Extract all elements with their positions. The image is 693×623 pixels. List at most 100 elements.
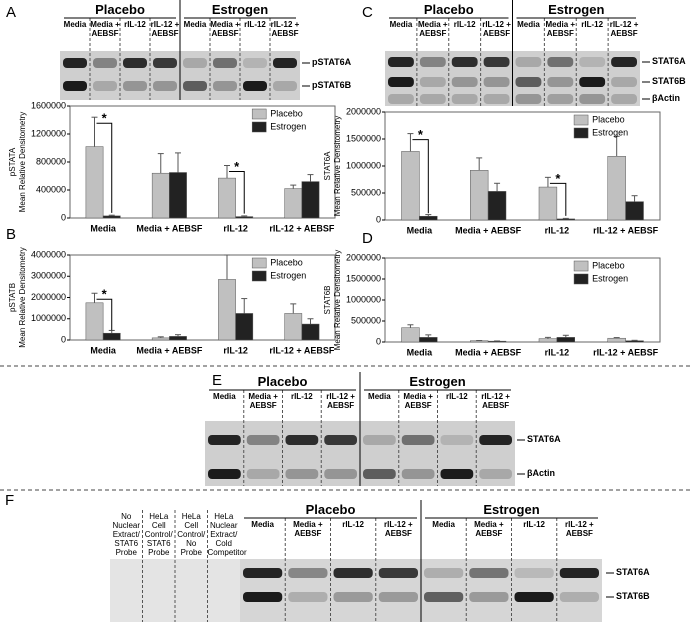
- bar: [102, 215, 121, 219]
- band: [153, 81, 177, 91]
- bar: [85, 302, 104, 341]
- band: [93, 81, 117, 91]
- lane-label: Media + AEBSF: [418, 20, 448, 38]
- band: [451, 77, 478, 87]
- band: [479, 469, 512, 479]
- band: [515, 94, 542, 104]
- y-axis-label: Mean Relative Densitometry: [18, 247, 27, 347]
- legend-label: Estrogen: [270, 270, 306, 280]
- y-tick-label: 0: [61, 334, 66, 344]
- band: [424, 592, 464, 602]
- x-tick-label: Media + AEBSF: [136, 223, 202, 233]
- y-tick-label: 2000000: [346, 252, 381, 262]
- y-tick-label: 1000000: [346, 294, 381, 304]
- y-tick-label: 1000000: [346, 160, 381, 170]
- band: [483, 77, 510, 87]
- panel-label: D: [362, 230, 373, 247]
- band: [246, 469, 280, 479]
- band: [324, 469, 357, 479]
- y-tick-label: 1500000: [346, 133, 381, 143]
- band: [547, 77, 574, 87]
- annotation: *: [102, 287, 108, 302]
- y-tick-label: 2000000: [31, 292, 66, 302]
- band: [547, 57, 574, 67]
- lane-label: rIL-12 + AEBSF: [384, 520, 413, 538]
- lane-label: Media + AEBSF: [210, 20, 240, 38]
- band: [419, 94, 446, 104]
- y-tick-label: 0: [61, 212, 66, 222]
- x-tick-label: rIL-12 + AEBSF: [269, 345, 334, 355]
- annotation: *: [555, 171, 561, 186]
- band: [123, 58, 147, 68]
- lane-label: Media: [183, 20, 207, 29]
- x-tick-label: rIL-12 + AEBSF: [593, 347, 658, 357]
- band: [288, 568, 328, 578]
- marker-label: pSTAT6B: [312, 80, 352, 90]
- band: [388, 77, 414, 87]
- lane-label: Media + AEBSF: [474, 520, 504, 538]
- band: [547, 94, 574, 104]
- band: [378, 568, 418, 578]
- x-tick-label: rIL-12 + AEBSF: [269, 223, 334, 233]
- bar: [218, 279, 236, 341]
- x-tick-label: Media: [407, 347, 434, 357]
- significance-bracket: [96, 298, 113, 331]
- band: [243, 81, 267, 91]
- legend-swatch: [251, 121, 267, 133]
- band: [419, 77, 446, 87]
- band: [208, 469, 241, 479]
- y-axis-label: pSTATB: [8, 283, 17, 312]
- y-axis-label: Mean Relative Densitometry: [18, 112, 27, 212]
- legend-swatch: [573, 260, 589, 272]
- band: [483, 57, 510, 67]
- band: [440, 435, 474, 445]
- bar: [401, 327, 420, 343]
- lane-label: rIL-12: [342, 520, 365, 529]
- band: [440, 469, 474, 479]
- bar: [169, 336, 187, 341]
- marker-label: STAT6A: [652, 56, 686, 66]
- y-axis-label: Mean Relative Densitometry: [333, 116, 342, 216]
- band: [123, 81, 147, 91]
- legend-swatch: [573, 114, 589, 126]
- band: [515, 77, 542, 87]
- bar: [235, 313, 254, 341]
- band: [285, 469, 319, 479]
- y-tick-label: 3000000: [31, 271, 66, 281]
- y-tick-label: 1000000: [31, 313, 66, 323]
- significance-bracket: [96, 122, 113, 213]
- band: [559, 568, 599, 578]
- bar: [284, 188, 303, 219]
- band: [451, 57, 478, 67]
- band: [213, 81, 237, 91]
- legend-label: Estrogen: [592, 127, 628, 137]
- lane-label: Media: [368, 392, 391, 401]
- bar: [284, 313, 303, 341]
- y-tick-label: 1600000: [31, 100, 66, 110]
- legend-label: Estrogen: [270, 121, 306, 131]
- control-label: HeLa Nuclear Extract/ Cold Competitor: [207, 512, 247, 557]
- x-tick-label: rIL-12: [545, 347, 570, 357]
- x-tick-label: Media: [90, 345, 117, 355]
- lane-label: Media: [63, 20, 87, 29]
- group-label: Placebo: [423, 2, 474, 17]
- legend-label: Placebo: [592, 260, 625, 270]
- y-tick-label: 0: [376, 336, 381, 346]
- band: [514, 592, 554, 602]
- band: [273, 81, 297, 91]
- y-tick-label: 1500000: [346, 273, 381, 283]
- group-label: Estrogen: [211, 2, 269, 17]
- marker-label: STAT6B: [652, 76, 686, 86]
- band: [611, 57, 637, 67]
- y-tick-label: 500000: [351, 315, 381, 325]
- band: [611, 77, 637, 87]
- band: [469, 592, 509, 602]
- band: [93, 58, 117, 68]
- legend-swatch: [573, 273, 589, 285]
- significance-bracket: [229, 171, 245, 214]
- band: [579, 77, 606, 87]
- x-tick-label: Media + AEBSF: [455, 225, 521, 235]
- y-axis-label: STAT6B: [323, 285, 332, 314]
- y-tick-label: 0: [376, 214, 381, 224]
